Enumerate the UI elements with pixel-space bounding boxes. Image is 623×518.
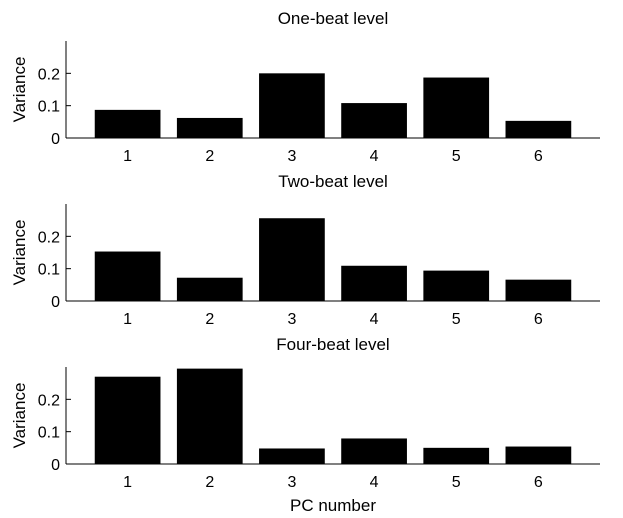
panel-3-x-tick-label-5: 5 bbox=[452, 474, 461, 491]
panel-2-y-tick-label-0.1: 0.1 bbox=[38, 262, 60, 279]
panel-2-x-tick-label-4: 4 bbox=[370, 311, 379, 328]
panel-3-bar-5 bbox=[423, 447, 490, 464]
panel-2-x-tick-label-6: 6 bbox=[534, 311, 543, 328]
panel-2-bar-2 bbox=[176, 277, 243, 301]
panel-1-x-tick-label-2: 2 bbox=[205, 148, 214, 165]
panel-2-x-tick-label-3: 3 bbox=[287, 311, 296, 328]
panel-1-bar-6 bbox=[505, 120, 572, 138]
panel-3-bar-3 bbox=[259, 448, 325, 464]
panel-3-x-tick-label-4: 4 bbox=[370, 474, 379, 491]
panel-1-bar-3 bbox=[259, 73, 325, 138]
panel-1-y-axis-label: Variance bbox=[10, 57, 29, 123]
panel-1-bar-2 bbox=[176, 117, 243, 138]
panel-3-x-tick-label-3: 3 bbox=[287, 474, 296, 491]
panel-1-title: One-beat level bbox=[278, 9, 389, 28]
panel-1-x-tick-label-3: 3 bbox=[287, 148, 296, 165]
panel-3-bar-1 bbox=[94, 376, 161, 464]
panel-1-y-tick-label-0.2: 0.2 bbox=[38, 66, 60, 83]
panel-1-x-tick-label-6: 6 bbox=[534, 148, 543, 165]
panel-3-y-tick-label-0: 0 bbox=[51, 457, 60, 474]
panel-2-y-tick-label-0: 0 bbox=[51, 294, 60, 311]
panel-2-title: Two-beat level bbox=[278, 172, 388, 191]
panel-2-x-tick-label-5: 5 bbox=[452, 311, 461, 328]
panel-3-bar-2 bbox=[176, 368, 243, 464]
panel-3-x-tick-label-6: 6 bbox=[534, 474, 543, 491]
panel-3-y-axis-label: Variance bbox=[10, 383, 29, 449]
panel-3-x-axis-label: PC number bbox=[290, 496, 376, 515]
panel-2-y-tick-label-0.2: 0.2 bbox=[38, 229, 60, 246]
panel-3-x-tick-label-1: 1 bbox=[123, 474, 132, 491]
panel-2-x-tick-label-2: 2 bbox=[205, 311, 214, 328]
panel-1-bar-5 bbox=[423, 77, 490, 138]
panel-2-y-axis-label: Variance bbox=[10, 220, 29, 286]
panel-2-bar-6 bbox=[505, 279, 572, 301]
panel-1-x-tick-label-4: 4 bbox=[370, 148, 379, 165]
panel-3-x-tick-label-2: 2 bbox=[205, 474, 214, 491]
panel-2-bar-1 bbox=[94, 251, 161, 301]
panel-2-x-tick-label-1: 1 bbox=[123, 311, 132, 328]
panel-1-x-tick-label-5: 5 bbox=[452, 148, 461, 165]
panel-3-bar-6 bbox=[505, 446, 572, 464]
panel-3-title: Four-beat level bbox=[276, 335, 389, 354]
panel-1-x-tick-label-1: 1 bbox=[123, 148, 132, 165]
panel-2-bar-3 bbox=[259, 218, 325, 301]
panel-1-y-tick-label-0.1: 0.1 bbox=[38, 99, 60, 116]
panel-3-y-tick-label-0.1: 0.1 bbox=[38, 425, 60, 442]
panel-2-bar-4 bbox=[341, 265, 407, 301]
panel-1-y-tick-label-0: 0 bbox=[51, 131, 60, 148]
panel-1-bar-4 bbox=[341, 103, 407, 138]
panel-2-bar-5 bbox=[423, 270, 490, 301]
panel-3-y-tick-label-0.2: 0.2 bbox=[38, 392, 60, 409]
